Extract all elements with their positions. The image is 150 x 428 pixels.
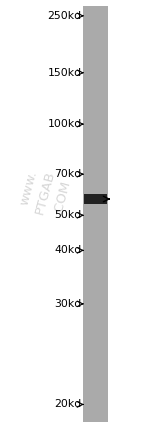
Text: 70kd: 70kd xyxy=(54,169,82,179)
Text: www.
PTGAB
.COM: www. PTGAB .COM xyxy=(16,165,74,220)
Text: 150kd: 150kd xyxy=(48,68,82,78)
Bar xyxy=(83,6,108,422)
Text: 40kd: 40kd xyxy=(54,245,82,256)
Bar xyxy=(84,194,107,204)
Text: 30kd: 30kd xyxy=(54,299,82,309)
Text: 250kd: 250kd xyxy=(48,11,82,21)
Text: 100kd: 100kd xyxy=(48,119,82,129)
Text: 50kd: 50kd xyxy=(54,210,82,220)
Text: 20kd: 20kd xyxy=(54,399,82,410)
